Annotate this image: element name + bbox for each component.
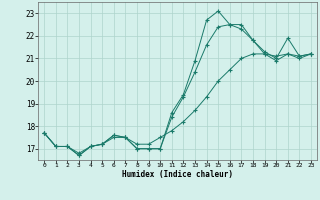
- X-axis label: Humidex (Indice chaleur): Humidex (Indice chaleur): [122, 170, 233, 179]
